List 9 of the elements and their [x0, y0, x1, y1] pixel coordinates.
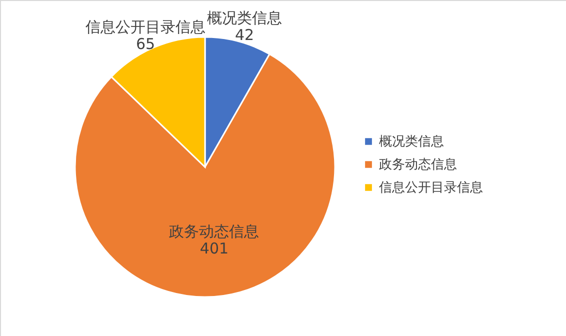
slice-label: 政务动态信息 — [169, 222, 260, 240]
slice-label: 概况类信息 — [207, 9, 282, 28]
data-label: 65 — [136, 35, 156, 54]
legend-label: 政务动态信息 — [379, 158, 457, 172]
legend-label: 概况类信息 — [379, 134, 444, 150]
slice-label: 信息公开目录信息 — [86, 18, 206, 36]
legend-label: 信息公开目录信息 — [379, 180, 483, 196]
data-label: 401 — [200, 239, 229, 258]
data-label: 42 — [235, 26, 254, 44]
